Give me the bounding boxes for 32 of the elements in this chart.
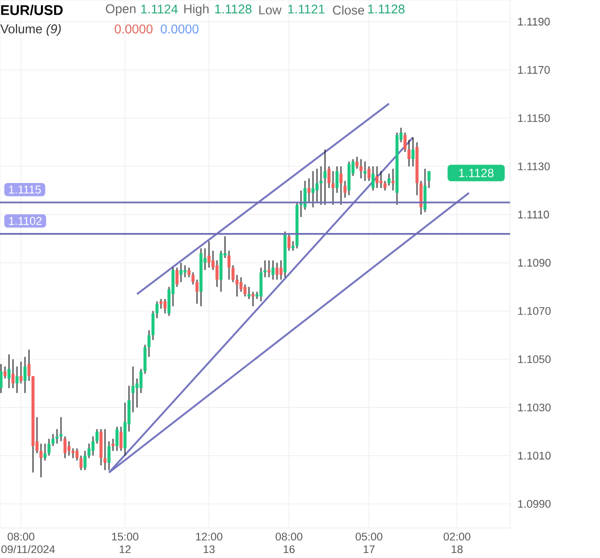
y-tick-label: 1.1030 — [518, 404, 551, 412]
ref-line-label: 1.1102 — [9, 216, 42, 225]
y-tick-label: 1.1070 — [518, 307, 551, 315]
x-tick-label: 02:00 18 — [444, 532, 470, 554]
annotation: 1.1121 — [288, 4, 324, 14]
y-tick-label: 1.1010 — [518, 452, 551, 460]
annotation: 1.1128 — [368, 4, 405, 14]
x-tick-label: 05:00 17 — [356, 532, 382, 554]
annotation: High — [184, 4, 208, 16]
annotation: 1.1128 — [215, 4, 252, 14]
annotation: 0.0000 — [114, 24, 153, 34]
annotation: Low — [259, 6, 282, 14]
y-tick-label: 1.1090 — [518, 258, 551, 267]
x-tick-label: 08:00 16 — [276, 532, 302, 554]
y-tick-label: 1.1130 — [518, 162, 550, 170]
annotation: 0.0000 — [160, 24, 199, 34]
x-tick-label: 15:00 12 — [112, 532, 138, 554]
annotation: Open — [106, 4, 136, 16]
annotation: 1.1128 — [459, 168, 494, 178]
annotation: 1.1124 — [141, 4, 178, 14]
x-tick-label: 12:00 13 — [196, 532, 222, 554]
ref-line-label: 1.1115 — [9, 186, 41, 194]
y-tick-label: 1.1050 — [518, 355, 551, 364]
y-tick-label: 1.1150 — [518, 114, 550, 122]
annotation: Close — [332, 5, 364, 15]
chart-title: EUR/USD — [1, 4, 63, 16]
y-tick-label: 1.1110 — [518, 210, 549, 218]
annotation: Volume (9) — [0, 24, 61, 36]
x-tick-label: 08:00 09/11/2024 — [1, 532, 55, 554]
y-tick-label: 1.0990 — [518, 500, 551, 508]
y-tick-label: 1.1170 — [518, 66, 550, 74]
y-tick-label: 1.1190 — [518, 18, 550, 26]
